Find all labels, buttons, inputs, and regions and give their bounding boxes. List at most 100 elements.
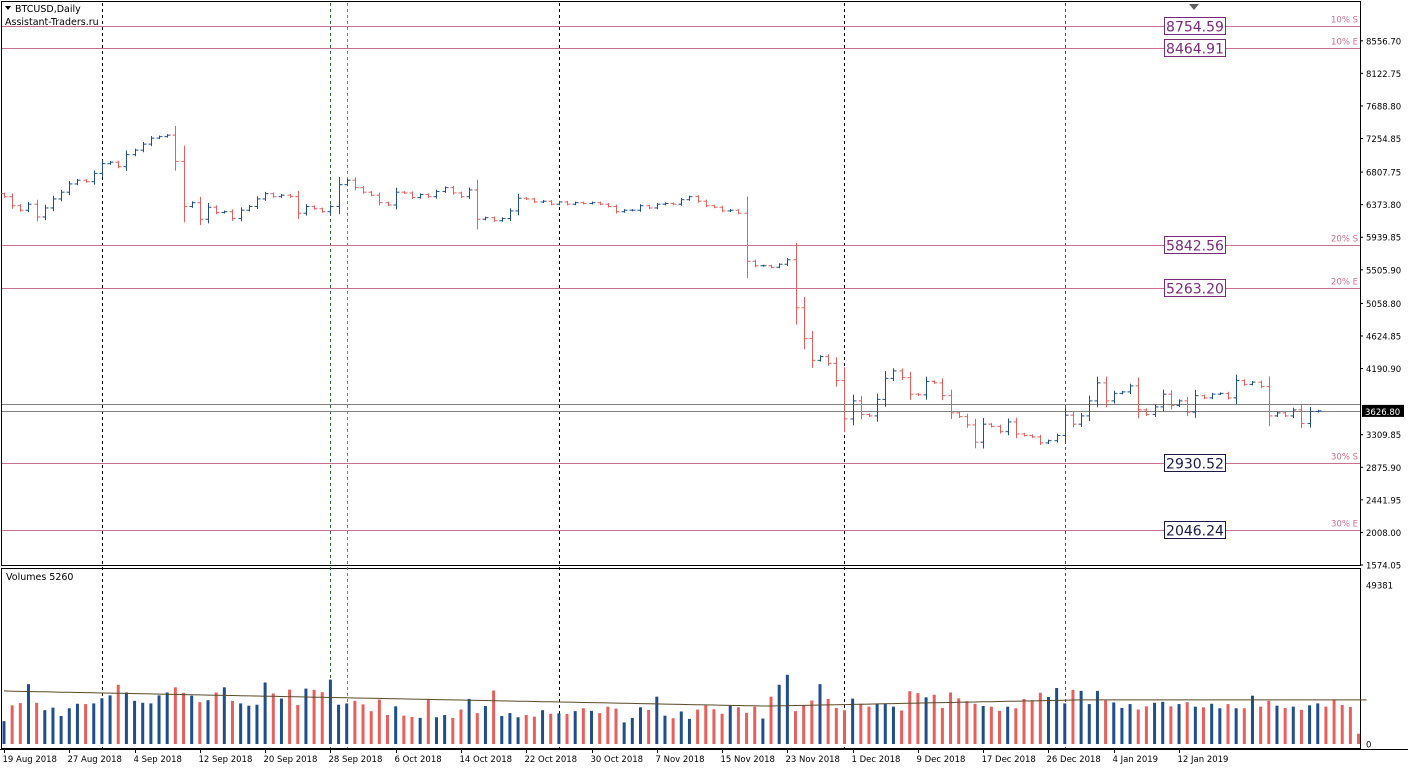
price-tick-label: 8556.70 <box>1366 37 1401 47</box>
ohlc-bar <box>1307 407 1314 428</box>
ohlc-bar <box>1201 394 1208 399</box>
volume-bar <box>157 695 161 744</box>
price-tick-label: 2875.90 <box>1366 464 1401 474</box>
ohlc-bar <box>327 204 334 214</box>
ohlc-bar <box>531 197 538 203</box>
time-tick-label: 7 Nov 2018 <box>656 755 705 765</box>
volume-bar <box>353 700 357 744</box>
ohlc-bar <box>1241 379 1248 386</box>
volume-bar <box>1202 707 1206 744</box>
ohlc-bar <box>850 394 857 426</box>
volume-bar <box>84 704 88 744</box>
ohlc-bar <box>107 161 114 165</box>
volume-bar <box>263 682 267 744</box>
time-tick-label: 28 Sep 2018 <box>329 755 383 765</box>
volume-bar <box>1316 703 1320 744</box>
volume-bar <box>826 698 830 744</box>
ohlc-bar <box>491 216 498 222</box>
ohlc-bar <box>1192 389 1199 418</box>
volume-bar <box>1177 704 1181 744</box>
price-tick-label: 5058.80 <box>1366 300 1401 310</box>
time-tick-label: 15 Nov 2018 <box>721 755 775 765</box>
volume-bar <box>802 705 806 744</box>
ohlc-bar <box>1209 392 1216 400</box>
ohlc-bar <box>1127 383 1134 394</box>
ohlc-bar <box>572 201 579 206</box>
volume-bar <box>647 709 651 744</box>
ohlc-bar <box>776 263 783 269</box>
volume-bar <box>1275 705 1279 744</box>
ohlc-bar <box>882 371 889 407</box>
volume-bar <box>1259 706 1263 744</box>
volume-bar <box>1357 733 1361 744</box>
ohlc-bar <box>238 207 245 222</box>
volume-bar <box>59 715 63 744</box>
volume-bar <box>573 711 577 744</box>
ohlc-bar <box>466 187 473 200</box>
ohlc-bar <box>858 396 865 420</box>
ohlc-bar <box>629 209 636 212</box>
volume-bar <box>867 706 871 744</box>
ohlc-bar <box>1021 432 1028 437</box>
ohlc-bar <box>1160 389 1167 412</box>
ohlc-bar <box>760 264 767 267</box>
ohlc-bar <box>678 198 685 206</box>
ohlc-bar <box>1168 390 1175 410</box>
volume-bar <box>1153 702 1157 744</box>
ohlc-bar <box>189 201 196 208</box>
ohlc-bar <box>817 355 824 362</box>
ohlc-bar <box>768 264 775 269</box>
ohlc-bar <box>784 258 791 266</box>
ohlc-bar <box>229 209 236 221</box>
volume-bar <box>173 687 177 744</box>
ohlc-bar <box>9 193 16 209</box>
ohlc-bar <box>915 393 922 396</box>
ohlc-bar <box>1111 390 1118 404</box>
chart-shift-triangle-icon[interactable] <box>1189 4 1199 10</box>
level-label: 2046.24 <box>1166 524 1224 540</box>
price-tick-label: 5939.85 <box>1366 234 1401 244</box>
ohlc-bar <box>385 201 392 207</box>
volume-bar <box>728 705 732 744</box>
volume-ma-line <box>3 690 1367 707</box>
volume-bar <box>133 700 137 744</box>
volume-bar <box>345 703 349 744</box>
ohlc-bar <box>172 125 179 171</box>
ohlc-bar <box>25 202 32 213</box>
time-axis: 19 Aug 2018 27 Aug 2018 4 Sep 2018 12 Sep 2… <box>3 749 1228 765</box>
volume-bar <box>328 679 332 744</box>
chart-menu-triangle-icon[interactable] <box>5 6 11 10</box>
volume-bar <box>1120 707 1124 744</box>
volume-bar <box>141 702 145 744</box>
volume-bar <box>10 705 14 744</box>
volume-bar <box>1250 695 1254 744</box>
volume-bar <box>1324 706 1328 744</box>
ohlc-bar <box>809 330 816 368</box>
ohlc-bar <box>66 181 73 196</box>
ohlc-bar <box>132 148 139 157</box>
volume-bar <box>1218 708 1222 744</box>
volume-bar <box>75 703 79 744</box>
ohlc-bar <box>99 160 106 177</box>
volume-bar <box>851 698 855 744</box>
price-tick-label: 8122.75 <box>1366 70 1401 80</box>
volume-bar <box>1087 704 1091 744</box>
volume-bar <box>516 717 520 744</box>
ohlc-bar <box>956 411 963 418</box>
volume-bar <box>622 722 626 744</box>
volume-bar <box>230 700 234 744</box>
level-label: 5842.56 <box>1166 239 1224 255</box>
ohlc-bar <box>458 191 465 199</box>
volume-bar <box>1112 702 1116 744</box>
ohlc-bar <box>866 413 873 417</box>
ohlc-bar <box>948 389 955 419</box>
ohlc-bar <box>1315 409 1322 413</box>
volume-bar <box>565 714 569 744</box>
volume-bar <box>663 715 667 744</box>
ohlc-bar <box>972 418 979 449</box>
ohlc-bar <box>1094 376 1101 408</box>
level-tag: 10% S <box>1331 16 1358 26</box>
volume-bar <box>206 700 210 744</box>
ohlc-bar <box>311 205 318 210</box>
price-tick-label: 3309.85 <box>1366 431 1401 441</box>
